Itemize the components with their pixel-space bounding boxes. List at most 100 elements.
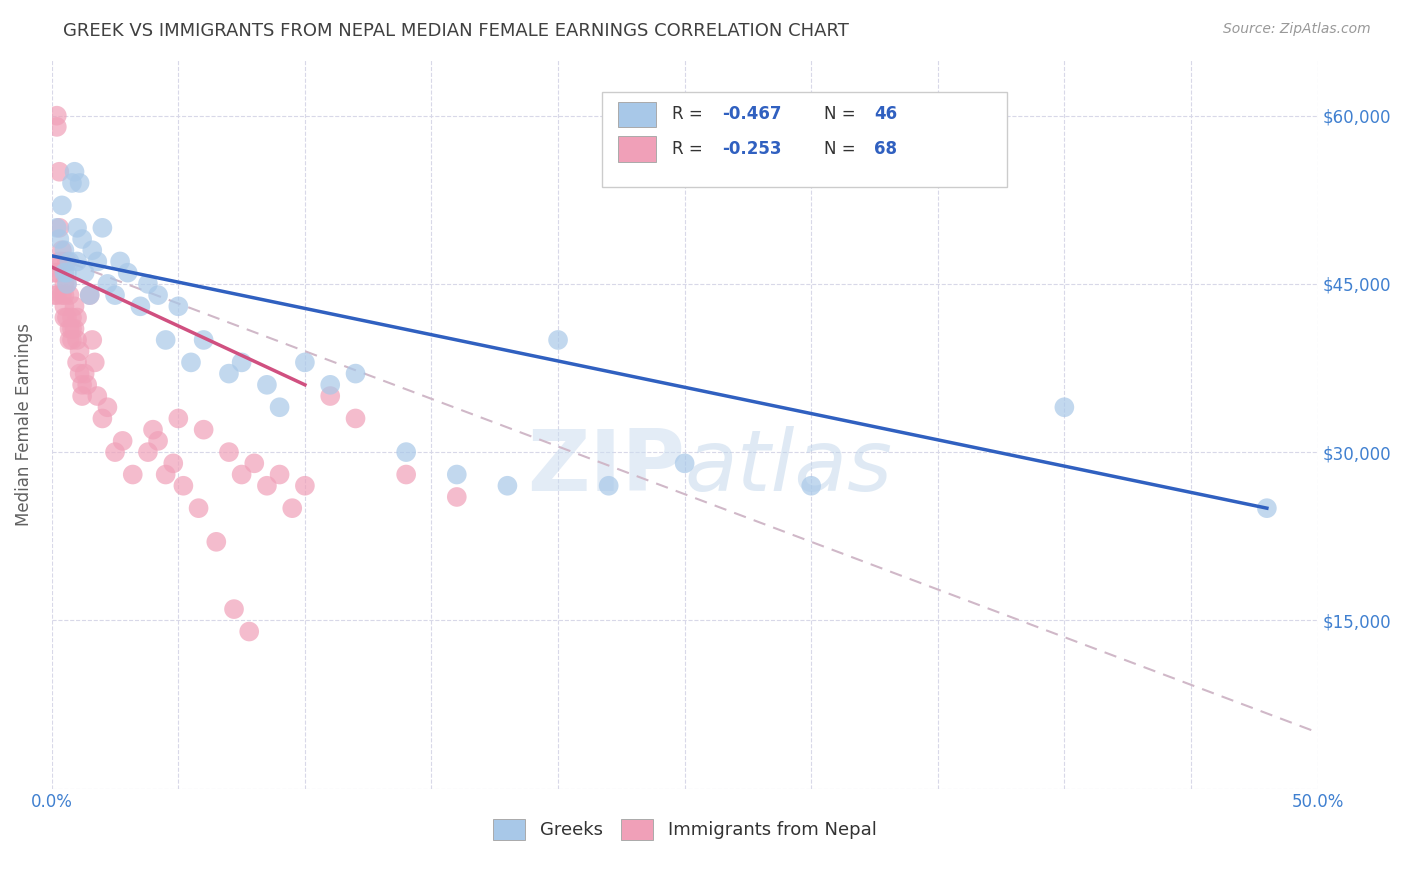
Point — [56, 277, 79, 291]
Point — [63, 299, 86, 313]
Point — [44, 266, 66, 280]
Point — [79, 288, 101, 302]
Point — [142, 423, 165, 437]
Point — [66, 310, 89, 325]
Point — [344, 367, 367, 381]
Point — [218, 367, 240, 381]
Point — [44, 288, 66, 302]
Text: N =: N = — [824, 105, 860, 123]
Point — [155, 333, 177, 347]
Point — [146, 288, 169, 302]
Point — [104, 288, 127, 302]
Point — [66, 254, 89, 268]
Point — [51, 244, 73, 258]
Point — [63, 322, 86, 336]
Point — [86, 389, 108, 403]
Point — [73, 367, 96, 381]
Point — [319, 389, 342, 403]
Point — [48, 165, 70, 179]
Point — [269, 401, 291, 415]
Point — [800, 479, 823, 493]
Bar — [617, 102, 655, 128]
Point — [79, 288, 101, 302]
Point — [344, 411, 367, 425]
Point — [238, 624, 260, 639]
Text: -0.253: -0.253 — [723, 139, 782, 158]
Y-axis label: Median Female Earnings: Median Female Earnings — [15, 323, 32, 525]
Point — [53, 244, 76, 258]
Point — [51, 198, 73, 212]
Point — [256, 377, 278, 392]
Point — [673, 456, 696, 470]
Point — [58, 333, 80, 347]
Point — [193, 333, 215, 347]
Point — [53, 288, 76, 302]
Point — [231, 467, 253, 482]
Point — [53, 277, 76, 291]
Point — [117, 266, 139, 280]
Point — [167, 299, 190, 313]
Point — [222, 602, 245, 616]
Point — [205, 534, 228, 549]
Point — [256, 479, 278, 493]
Point — [58, 254, 80, 268]
Point — [193, 423, 215, 437]
Point — [104, 445, 127, 459]
Point — [58, 322, 80, 336]
Point — [167, 411, 190, 425]
Point — [70, 377, 93, 392]
Point — [269, 467, 291, 482]
Point — [48, 254, 70, 268]
Point — [395, 467, 418, 482]
Point — [395, 445, 418, 459]
Point — [446, 490, 468, 504]
Text: ZIP: ZIP — [527, 426, 685, 509]
Point — [56, 310, 79, 325]
Bar — [617, 136, 655, 161]
Point — [82, 244, 104, 258]
Point — [96, 277, 118, 291]
Point — [56, 266, 79, 280]
Point — [91, 411, 114, 425]
Point — [82, 333, 104, 347]
Point — [56, 277, 79, 291]
Point — [45, 266, 67, 280]
Text: R =: R = — [672, 139, 709, 158]
Point — [45, 109, 67, 123]
Point — [598, 479, 620, 493]
Point — [53, 266, 76, 280]
Text: 46: 46 — [875, 105, 897, 123]
Point — [83, 355, 105, 369]
Point — [231, 355, 253, 369]
Point — [53, 299, 76, 313]
Point — [121, 467, 143, 482]
Point — [51, 288, 73, 302]
Point — [136, 277, 159, 291]
Point — [136, 445, 159, 459]
Point — [45, 120, 67, 134]
Text: 68: 68 — [875, 139, 897, 158]
Point — [86, 254, 108, 268]
Point — [496, 479, 519, 493]
Point — [1256, 501, 1278, 516]
Point — [69, 367, 91, 381]
Point — [51, 254, 73, 268]
Point — [446, 467, 468, 482]
Point — [281, 501, 304, 516]
Point — [70, 389, 93, 403]
Point — [53, 310, 76, 325]
Point — [70, 232, 93, 246]
Point — [56, 254, 79, 268]
Text: N =: N = — [824, 139, 860, 158]
Point — [96, 401, 118, 415]
Point — [60, 333, 83, 347]
Point — [155, 467, 177, 482]
Point — [172, 479, 194, 493]
Point — [180, 355, 202, 369]
Point — [60, 322, 83, 336]
Point — [162, 456, 184, 470]
Point — [319, 377, 342, 392]
Point — [108, 254, 131, 268]
Text: atlas: atlas — [685, 426, 893, 509]
Point — [45, 220, 67, 235]
